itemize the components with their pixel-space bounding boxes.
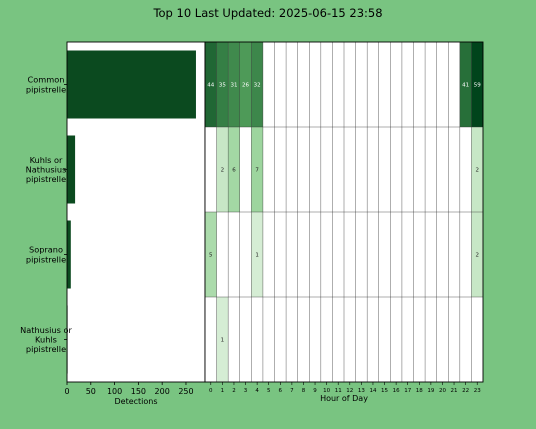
hour-tick-label: 18 xyxy=(416,388,423,394)
heatmap-cell xyxy=(239,42,252,127)
heatmap-cell-value: 59 xyxy=(474,83,481,89)
heatmap-cell-value: 35 xyxy=(219,83,226,89)
x-tick-label: 100 xyxy=(107,387,122,396)
heatmap-cell xyxy=(205,42,217,127)
hour-tick-label: 19 xyxy=(427,388,434,394)
hour-tick-label: 12 xyxy=(346,388,353,394)
hour-tick-label: 13 xyxy=(358,388,365,394)
x-tick-label: 200 xyxy=(155,387,170,396)
heatmap-cell-value: 31 xyxy=(230,83,237,89)
heatmap-cell xyxy=(471,212,483,297)
species-label: pipistrelle xyxy=(26,344,66,354)
species-label: pipistrelle xyxy=(26,254,66,264)
heatmap-cell xyxy=(251,42,263,127)
species-label: pipistrelle xyxy=(26,174,66,184)
heatmap-cell-value: 6 xyxy=(232,168,236,174)
heatmap-cell-value: 2 xyxy=(475,168,479,174)
x-tick-label: 50 xyxy=(86,387,96,396)
hour-tick-label: 23 xyxy=(474,388,481,394)
detection-bar xyxy=(67,50,196,119)
species-label: Nathusius or xyxy=(20,325,72,335)
hour-tick-label: 2 xyxy=(232,388,236,394)
species-label: Soprano xyxy=(29,245,63,255)
heatmap-cell-value: 1 xyxy=(221,338,225,344)
hour-tick-label: 7 xyxy=(290,388,294,394)
heatmap-cell-value: 2 xyxy=(475,253,479,259)
chart-title: Top 10 Last Updated: 2025-06-15 23:58 xyxy=(152,6,382,20)
hour-tick-label: 1 xyxy=(221,388,225,394)
heatmap-frame xyxy=(204,41,484,383)
hour-tick-label: 14 xyxy=(369,388,376,394)
hour-tick-label: 17 xyxy=(404,388,411,394)
detection-bar xyxy=(67,220,71,289)
hour-tick-label: 3 xyxy=(244,388,248,394)
x-tick-label: 250 xyxy=(178,387,193,396)
hour-tick-label: 4 xyxy=(255,388,259,394)
species-label: Common xyxy=(28,75,65,85)
species-label: Kuhls or xyxy=(30,155,63,165)
hour-tick-label: 22 xyxy=(462,388,469,394)
detections-bar-panel: 0 50 100 150 200 250 xyxy=(64,41,206,396)
heatmap-cell xyxy=(471,42,483,127)
species-label: pipistrelle xyxy=(26,84,66,94)
heatmap-cell-value: 5 xyxy=(209,253,213,259)
hour-tick-label: 11 xyxy=(335,388,342,394)
hour-tick-label: 10 xyxy=(323,388,330,394)
heatmap-cell xyxy=(228,127,240,212)
heatmap-cell-value: 32 xyxy=(254,83,261,89)
heatmap-cell xyxy=(251,127,263,212)
hour-tick-label: 0 xyxy=(209,388,213,394)
heatmap-cell xyxy=(216,42,229,127)
heatmap-cell-value: 1 xyxy=(255,253,259,259)
heatmap-cell-value: 44 xyxy=(207,83,214,89)
heatmap-cell xyxy=(228,42,240,127)
heatmap-cell xyxy=(251,212,263,297)
heatmap-cell xyxy=(471,127,483,212)
detection-bar xyxy=(67,135,76,204)
x-tick-label: 0 xyxy=(64,387,69,396)
hour-tick-label: 6 xyxy=(279,388,283,394)
x-tick-label: 150 xyxy=(131,387,146,396)
hour-tick-label: 20 xyxy=(439,388,446,394)
heatmap-cell-value: 2 xyxy=(221,168,225,174)
heatmap-x-axis-label: Hour of Day xyxy=(320,394,368,403)
species-label: Nathusius xyxy=(26,165,67,175)
heatmap-cell-value: 41 xyxy=(462,83,469,89)
hour-tick-label: 5 xyxy=(267,388,271,394)
hour-tick-label: 8 xyxy=(302,388,306,394)
hour-tick-label: 21 xyxy=(451,388,458,394)
hourly-heatmap-panel: 44 35 31 26 32 41 592 6 7 25 1 210 1 2 3 4 5 6 7 8 9 10 11 12 13… xyxy=(204,41,484,394)
heatmap-cell-value: 26 xyxy=(242,83,249,89)
heatmap-cell xyxy=(459,42,472,127)
hour-tick-label: 16 xyxy=(393,388,400,394)
heatmap-cell xyxy=(205,212,217,297)
hour-tick-label: 9 xyxy=(313,388,317,394)
heatmap-cell xyxy=(216,127,229,212)
heatmap-cell-value: 7 xyxy=(255,168,259,174)
heatmap-cell xyxy=(216,297,229,382)
hour-tick-label: 15 xyxy=(381,388,388,394)
species-label: Kuhls xyxy=(35,335,57,345)
bar-x-axis-label: Detections xyxy=(114,397,157,406)
